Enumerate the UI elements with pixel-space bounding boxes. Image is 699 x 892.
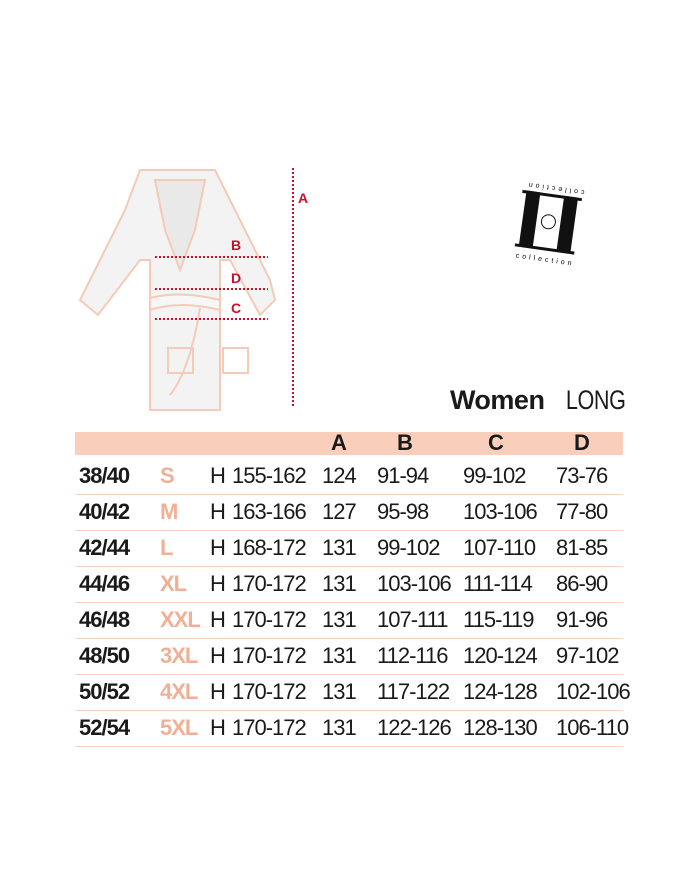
cell-b: 103-106 [377, 571, 452, 596]
robe-pocket-right [222, 347, 249, 374]
cell-c: 115-119 [463, 607, 534, 632]
cell-h: H [210, 643, 226, 668]
cell-eu: 52/54 [79, 715, 130, 740]
cell-a: 131 [322, 643, 357, 668]
robe-collar [153, 179, 207, 273]
cell-eu: 46/48 [79, 607, 130, 632]
cell-size: L [160, 535, 173, 560]
cell-a: 131 [322, 571, 357, 596]
cell-a: 131 [322, 679, 357, 704]
cell-h: H [210, 499, 226, 524]
cell-b: 91-94 [377, 463, 429, 488]
robe-belt-tie [169, 307, 201, 396]
cell-eu: 40/42 [79, 499, 130, 524]
cell-height: 170-172 [232, 571, 307, 596]
cell-c: 120-124 [463, 643, 538, 668]
table-row: 40/42 M H 163-166 127 95-98 103-106 77-80 [75, 494, 623, 531]
cell-d: 81-85 [556, 535, 608, 560]
cell-height: 163-166 [232, 499, 307, 524]
label-a: A [298, 190, 308, 206]
cell-h: H [210, 715, 226, 740]
logo-text-bottom: collection [515, 253, 575, 268]
cell-eu: 48/50 [79, 643, 130, 668]
table-row: 50/52 4XL H 170-172 131 117-122 124-128 102-106 [75, 674, 631, 711]
cell-height: 170-172 [232, 679, 307, 704]
cell-d: 102-106 [556, 679, 631, 704]
cell-size: XL [160, 571, 187, 596]
cell-b: 117-122 [377, 679, 450, 704]
cell-h: H [210, 463, 226, 488]
cell-d: 97-102 [556, 643, 620, 668]
cell-height: 155-162 [232, 463, 307, 488]
cell-size: S [160, 463, 175, 488]
table-row: 38/40 S H 155-162 124 91-94 99-102 73-76 [75, 458, 623, 495]
cell-height: 170-172 [232, 607, 307, 632]
cell-b: 122-126 [377, 715, 452, 740]
cell-d: 106-110 [556, 715, 629, 740]
robe-pocket-left [167, 347, 194, 374]
table-row: 52/54 5XL H 170-172 131 122-126 128-130 106-110 [75, 710, 629, 747]
cell-size: XXL [160, 607, 201, 632]
cell-c: 128-130 [463, 715, 538, 740]
cell-a: 131 [322, 715, 357, 740]
chart-title: Women LONG [430, 385, 626, 416]
cell-size: 3XL [160, 643, 198, 668]
label-c: C [231, 300, 241, 316]
title-long: LONG [566, 385, 626, 415]
robe-diagram: A B D C [78, 168, 308, 411]
cell-d: 86-90 [556, 571, 608, 596]
cell-h: H [210, 607, 226, 632]
col-header-c: C [488, 430, 504, 455]
table-header-band [75, 432, 623, 455]
cell-eu: 42/44 [79, 535, 130, 560]
cell-size: 5XL [160, 715, 198, 740]
label-d: D [231, 270, 241, 286]
cell-a: 127 [322, 499, 357, 524]
table-row: 48/50 3XL H 170-172 131 112-116 120-124 97-102 [75, 638, 623, 675]
cell-c: 99-102 [463, 463, 527, 488]
cell-c: 103-106 [463, 499, 538, 524]
cell-height: 170-172 [232, 643, 307, 668]
robe-body [78, 169, 277, 411]
table-row: 44/46 XL H 170-172 131 103-106 111-114 86-90 [75, 566, 623, 603]
cell-c: 111-114 [463, 571, 533, 596]
cell-a: 131 [322, 607, 357, 632]
cell-b: 95-98 [377, 499, 429, 524]
brand-logo: collection collection [514, 180, 585, 268]
title-women: Women [449, 385, 545, 415]
col-header-d: D [574, 430, 590, 455]
cell-d: 77-80 [556, 499, 608, 524]
cell-a: 124 [322, 463, 357, 488]
cell-b: 99-102 [377, 535, 441, 560]
cell-c: 107-110 [463, 535, 536, 560]
cell-d: 91-96 [556, 607, 608, 632]
cell-size: M [160, 499, 178, 524]
label-b: B [231, 237, 241, 253]
cell-b: 107-111 [377, 607, 448, 632]
cell-a: 131 [322, 535, 357, 560]
cell-eu: 38/40 [79, 463, 130, 488]
table-row: 46/48 XXL H 170-172 131 107-111 115-119 91-96 [75, 602, 623, 639]
cell-h: H [210, 571, 226, 596]
cell-h: H [210, 535, 226, 560]
table-row: 42/44 L H 168-172 131 99-102 107-110 81-85 [75, 530, 623, 567]
cell-height: 168-172 [232, 535, 307, 560]
cell-eu: 50/52 [79, 679, 130, 704]
col-header-a: A [331, 430, 347, 455]
robe-belt [149, 293, 221, 312]
cell-height: 170-172 [232, 715, 307, 740]
col-header-b: B [397, 430, 413, 455]
cell-b: 112-116 [377, 643, 448, 668]
cell-c: 124-128 [463, 679, 538, 704]
cell-d: 73-76 [556, 463, 608, 488]
cell-eu: 44/46 [79, 571, 130, 596]
cell-size: 4XL [160, 679, 198, 704]
cell-h: H [210, 679, 226, 704]
